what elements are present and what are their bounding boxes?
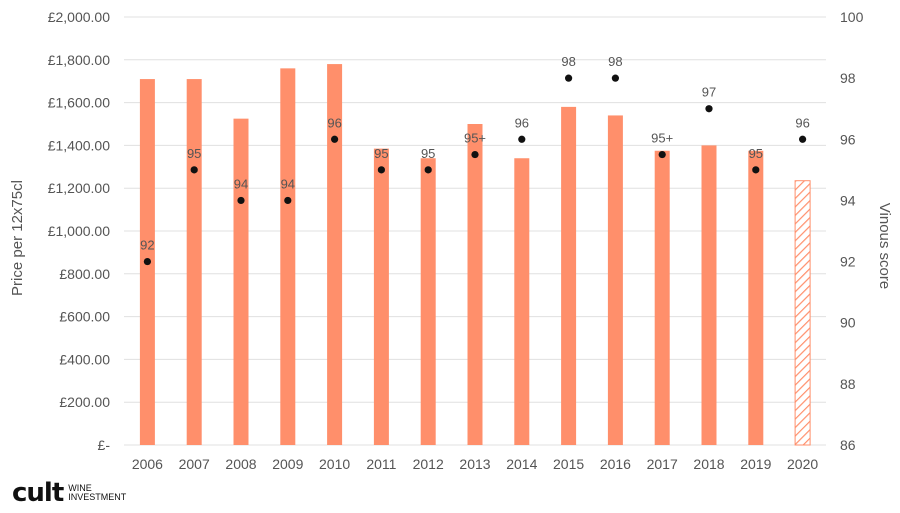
price-bar-2019	[748, 150, 764, 445]
score-label-2019: 95	[749, 146, 763, 161]
score-dot-2011	[377, 166, 385, 174]
score-dot-2020	[799, 135, 807, 143]
left-tick-label: £1,000.00	[48, 223, 110, 239]
price-bar-2013	[467, 124, 483, 445]
left-tick-label: £1,800.00	[48, 52, 110, 68]
score-label-2007: 95	[187, 146, 201, 161]
score-dot-2010	[331, 135, 339, 143]
score-label-2013: 95+	[464, 131, 486, 146]
year-tick-2006: 2006	[132, 456, 163, 472]
cult-wine-investment-logo: cult WINE INVESTMENT	[12, 480, 126, 506]
score-label-2006: 92	[140, 238, 154, 253]
right-tick-label: 86	[840, 437, 856, 453]
year-tick-2007: 2007	[179, 456, 210, 472]
logo-subtitle: WINE INVESTMENT	[68, 484, 126, 502]
price-bar-2016	[607, 115, 623, 445]
score-label-2014: 96	[515, 115, 529, 130]
price-bar-2020	[794, 180, 811, 446]
year-tick-2016: 2016	[600, 456, 631, 472]
score-dot-2016	[611, 74, 620, 82]
left-tick-label: £600.00	[59, 309, 110, 325]
year-tick-2020: 2020	[787, 456, 818, 472]
price-bars	[139, 64, 811, 446]
score-dot-2019	[752, 166, 760, 174]
price-bar-2010	[327, 64, 343, 445]
score-dot-2007	[190, 166, 198, 174]
logo-wordmark: cult	[12, 478, 64, 508]
score-dot-2009	[284, 196, 292, 205]
right-tick-label: 98	[840, 70, 856, 86]
score-label-2011: 95	[374, 146, 388, 161]
right-tick-label: 90	[840, 315, 856, 331]
year-axis-ticks: 2006 2007 2008 2009 2010 2011 2012 2013 2014 2015…	[132, 456, 819, 472]
left-tick-label: £1,400.00	[48, 137, 110, 153]
price-bar-2011	[373, 148, 389, 446]
price-bar-2007	[186, 79, 202, 445]
right-tick-label: 92	[840, 254, 856, 270]
price-bar-2014	[514, 158, 530, 446]
year-tick-2018: 2018	[693, 456, 724, 472]
year-tick-2011: 2011	[366, 456, 396, 472]
year-tick-2014: 2014	[506, 456, 537, 472]
year-tick-2013: 2013	[459, 456, 490, 472]
score-dot-2008	[237, 196, 245, 205]
score-label-2010: 96	[327, 115, 341, 130]
right-tick-label: 88	[840, 376, 856, 392]
score-dot-2013	[471, 150, 479, 159]
price-bar-2009	[280, 68, 296, 446]
score-dots: 92 95 94 94 96 95 95 95+ 96 98 98 95+ 97 95 96	[140, 54, 810, 266]
left-tick-label: £400.00	[59, 351, 110, 367]
year-tick-2010: 2010	[319, 456, 350, 472]
left-tick-label: £-	[98, 437, 111, 453]
year-tick-2017: 2017	[647, 456, 678, 472]
logo-subtitle-line-1: WINE	[68, 483, 92, 493]
left-tick-label: £2,000.00	[48, 9, 110, 25]
score-label-2008: 94	[234, 176, 248, 191]
left-axis-ticks: £- £200.00 £400.00 £600.00 £800.00 £1,000.00 £…	[48, 9, 111, 453]
score-label-2017: 95+	[651, 131, 673, 146]
right-tick-label: 100	[840, 9, 864, 25]
logo-subtitle-line-2: INVESTMENT	[68, 492, 127, 502]
right-tick-label: 96	[840, 131, 856, 147]
left-tick-label: £200.00	[59, 394, 110, 410]
price-bar-2015	[561, 106, 577, 445]
price-bar-2018	[701, 145, 717, 445]
score-dot-2014	[518, 135, 526, 143]
score-dot-2015	[565, 74, 573, 82]
year-tick-2008: 2008	[225, 456, 256, 472]
left-axis-title: Price per 12x75cl	[9, 180, 26, 296]
score-label-2009: 94	[281, 176, 295, 191]
left-tick-label: £800.00	[59, 266, 110, 282]
right-axis-title: Vinous score	[876, 203, 893, 289]
left-tick-label: £1,200.00	[48, 180, 110, 196]
score-label-2020: 96	[795, 115, 809, 130]
score-dot-2017	[658, 150, 666, 159]
score-dot-2018	[705, 105, 713, 113]
right-tick-label: 94	[840, 192, 856, 208]
year-tick-2019: 2019	[740, 456, 771, 472]
score-label-2012: 95	[421, 146, 435, 161]
score-dot-2012	[424, 166, 432, 174]
score-label-2015: 98	[561, 54, 575, 69]
price-bar-2008	[233, 118, 249, 446]
year-tick-2009: 2009	[272, 456, 303, 472]
right-axis-ticks: 86 88 90 92 94 96 98 100	[840, 9, 864, 453]
score-dot-2006	[143, 257, 151, 266]
price-bar-2012	[420, 158, 436, 446]
year-tick-2015: 2015	[553, 456, 584, 472]
score-label-2016: 98	[608, 54, 622, 69]
year-tick-2012: 2012	[413, 456, 444, 472]
price-bar-2017	[654, 150, 670, 445]
score-label-2018: 97	[702, 85, 716, 100]
left-tick-label: £1,600.00	[48, 95, 110, 111]
